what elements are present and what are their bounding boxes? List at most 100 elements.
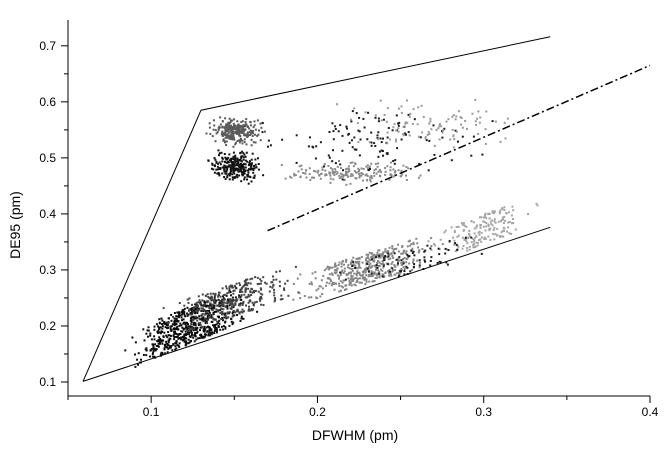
data-point	[235, 310, 238, 313]
data-point	[344, 173, 347, 176]
data-point	[371, 258, 373, 261]
data-point	[160, 317, 163, 320]
data-point	[406, 99, 408, 102]
data-point	[461, 223, 464, 226]
data-point	[176, 320, 179, 323]
data-point	[423, 259, 426, 262]
data-point	[155, 348, 158, 351]
data-point	[388, 269, 391, 271]
data-point	[225, 170, 228, 173]
data-point	[343, 263, 345, 266]
data-point	[382, 266, 385, 269]
data-point	[203, 318, 206, 321]
data-point	[185, 326, 188, 329]
data-point	[338, 261, 341, 264]
data-point	[447, 118, 450, 121]
data-point	[227, 136, 230, 139]
data-point	[239, 124, 242, 127]
data-point	[503, 209, 506, 212]
data-point	[235, 164, 238, 167]
data-point	[196, 319, 199, 322]
data-point	[272, 284, 275, 287]
data-point	[366, 262, 369, 265]
data-point	[421, 248, 424, 250]
data-point	[321, 166, 324, 169]
data-point	[353, 170, 356, 173]
data-point	[228, 304, 231, 307]
data-point	[234, 311, 237, 314]
data-point	[350, 263, 352, 266]
data-point	[390, 161, 392, 164]
data-point	[256, 283, 259, 286]
data-point	[230, 167, 233, 170]
data-point	[328, 268, 331, 271]
data-point	[345, 125, 348, 128]
data-point	[187, 331, 189, 334]
data-point	[428, 139, 431, 142]
data-point	[220, 302, 223, 305]
data-point	[468, 229, 471, 232]
data-point	[194, 334, 197, 337]
data-point	[405, 261, 408, 264]
data-point	[321, 168, 324, 171]
data-point	[157, 338, 160, 341]
data-point	[274, 298, 277, 301]
data-point	[377, 269, 380, 272]
data-point	[453, 229, 456, 232]
data-point	[245, 134, 248, 137]
data-point	[384, 248, 387, 251]
data-point	[441, 131, 444, 134]
data-point	[492, 229, 495, 232]
data-point	[342, 286, 345, 289]
data-point	[153, 335, 156, 338]
data-point	[329, 266, 332, 269]
data-point	[438, 248, 441, 251]
data-point	[413, 118, 416, 121]
data-point	[477, 110, 480, 113]
data-point	[433, 243, 435, 245]
data-point	[201, 325, 204, 328]
data-point	[259, 292, 262, 295]
data-point	[223, 313, 226, 316]
data-point	[240, 163, 242, 165]
data-point	[229, 291, 232, 294]
data-point	[243, 133, 246, 136]
data-point	[231, 300, 234, 303]
data-point	[352, 165, 355, 168]
data-point	[191, 303, 193, 306]
data-point	[464, 236, 467, 239]
data-point	[254, 163, 257, 166]
data-point	[408, 115, 411, 118]
data-point	[368, 266, 370, 268]
data-point	[384, 255, 387, 257]
data-point	[190, 321, 193, 324]
data-point	[223, 166, 226, 169]
data-point	[239, 165, 242, 168]
data-point	[151, 353, 154, 355]
data-point	[331, 160, 334, 163]
data-point	[236, 128, 239, 131]
data-point	[472, 135, 475, 138]
data-point	[347, 175, 350, 178]
data-point	[427, 169, 430, 172]
data-point	[232, 309, 235, 312]
data-point	[424, 249, 427, 252]
data-point	[393, 252, 396, 255]
data-point	[344, 168, 347, 171]
data-point	[200, 314, 203, 317]
data-point	[385, 120, 388, 123]
data-point	[463, 224, 466, 227]
data-point	[396, 147, 399, 150]
data-point	[387, 252, 390, 255]
data-point	[384, 250, 387, 253]
data-point	[233, 167, 236, 170]
data-point	[259, 287, 262, 290]
data-point	[268, 290, 271, 293]
data-point	[228, 312, 230, 315]
data-points-layer	[124, 98, 539, 368]
data-point	[238, 127, 241, 130]
data-point	[236, 131, 239, 134]
data-point	[233, 138, 236, 141]
data-point	[244, 296, 247, 299]
